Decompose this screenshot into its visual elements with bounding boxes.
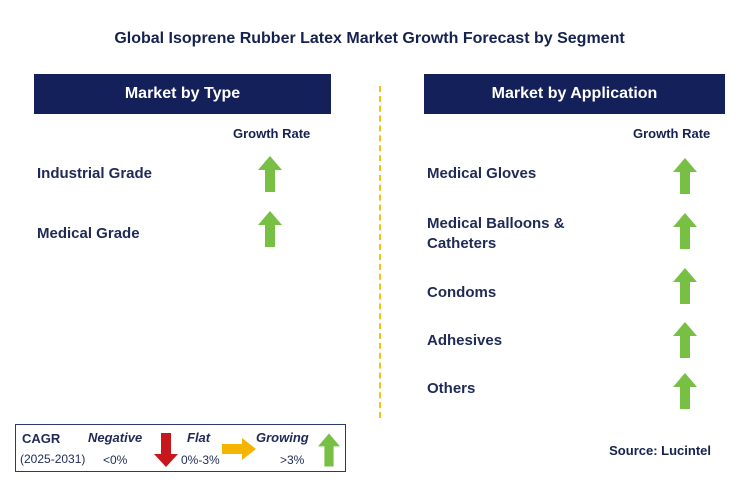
- type-item-industrial-grade: Industrial Grade: [37, 165, 153, 182]
- up-arrow-icon: [258, 156, 282, 192]
- up-arrow-icon: [318, 433, 340, 467]
- legend-period: (2025-2031): [20, 452, 86, 466]
- legend-growing-label: Growing: [256, 430, 309, 445]
- application-growth-rate-header: Growth Rate: [633, 126, 711, 141]
- market-by-type-header: Market by Type: [34, 74, 331, 114]
- panel-divider: [379, 86, 381, 418]
- type-item-medical-grade: Medical Grade: [37, 225, 140, 242]
- source-note: Source: Lucintel: [609, 443, 711, 458]
- legend-growing-range: >3%: [280, 453, 305, 467]
- right-arrow-icon: [222, 438, 256, 460]
- up-arrow-icon: [673, 373, 697, 409]
- application-item-label-line1: Medical Balloons &: [427, 215, 565, 232]
- up-arrow-icon: [673, 213, 697, 249]
- application-item-others: Others: [427, 380, 476, 397]
- application-item-medical-balloons-catheters: Medical Balloons & Catheters: [427, 214, 565, 254]
- up-arrow-icon: [673, 158, 697, 194]
- application-item-label-line2: Catheters: [427, 235, 497, 252]
- up-arrow-icon: [258, 211, 282, 247]
- up-arrow-icon: [673, 322, 697, 358]
- legend-negative-label: Negative: [88, 430, 143, 445]
- application-item-condoms: Condoms: [427, 284, 497, 301]
- page-title: Global Isoprene Rubber Latex Market Grow…: [114, 30, 625, 47]
- type-growth-rate-header: Growth Rate: [233, 126, 311, 141]
- legend-flat-range: 0%-3%: [181, 453, 220, 467]
- legend-cagr-label: CAGR: [22, 431, 61, 446]
- market-by-application-header: Market by Application: [424, 74, 725, 114]
- cagr-legend: CAGR (2025-2031) Negative <0% Flat 0%-3%…: [15, 424, 346, 472]
- application-item-adhesives: Adhesives: [427, 332, 503, 349]
- legend-flat-label: Flat: [187, 430, 211, 445]
- up-arrow-icon: [673, 268, 697, 304]
- application-item-medical-gloves: Medical Gloves: [427, 165, 537, 182]
- down-arrow-icon: [154, 433, 178, 467]
- legend-negative-range: <0%: [103, 453, 128, 467]
